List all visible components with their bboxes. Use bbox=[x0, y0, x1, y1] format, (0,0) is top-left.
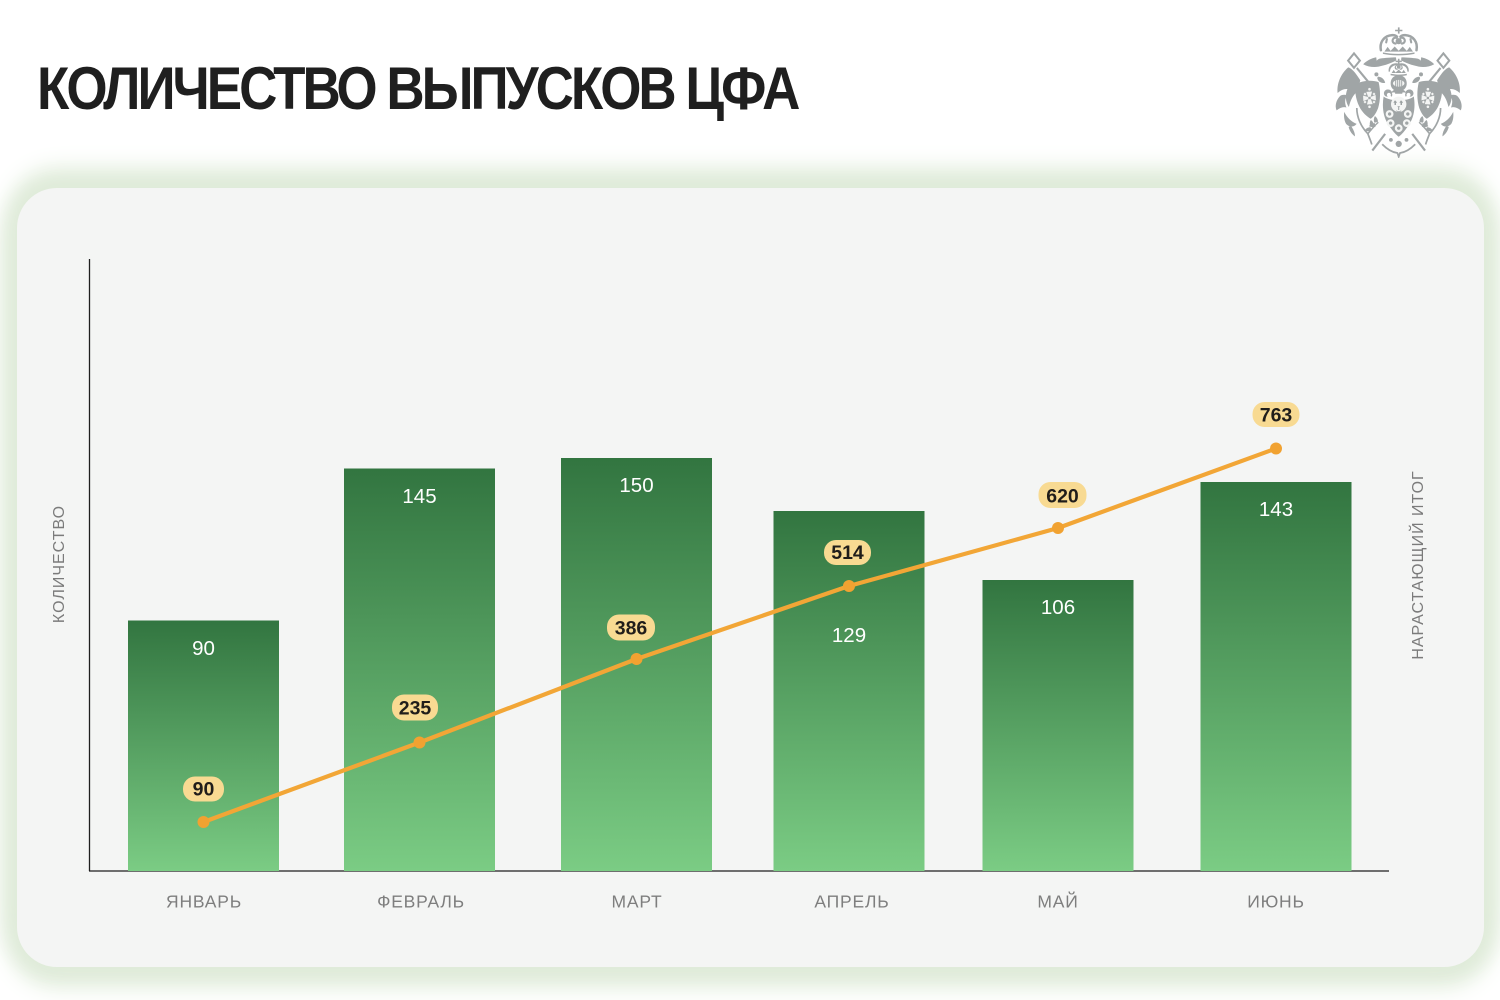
svg-text:106: 106 bbox=[1041, 596, 1075, 619]
svg-text:МАЙ: МАЙ bbox=[1037, 891, 1078, 912]
svg-text:КОЛИЧЕСТВО: КОЛИЧЕСТВО bbox=[51, 505, 68, 623]
svg-text:763: 763 bbox=[1260, 405, 1293, 427]
svg-text:90: 90 bbox=[192, 637, 215, 660]
svg-text:620: 620 bbox=[1046, 486, 1079, 508]
svg-text:129: 129 bbox=[832, 624, 866, 647]
svg-text:150: 150 bbox=[619, 474, 653, 497]
svg-text:ФЕВРАЛЬ: ФЕВРАЛЬ bbox=[377, 892, 465, 912]
svg-text:386: 386 bbox=[615, 618, 648, 640]
svg-text:514: 514 bbox=[831, 542, 864, 564]
svg-text:ЯНВАРЬ: ЯНВАРЬ bbox=[166, 892, 242, 912]
svg-text:235: 235 bbox=[399, 698, 432, 720]
svg-text:ИЮНЬ: ИЮНЬ bbox=[1247, 892, 1305, 912]
svg-text:МАРТ: МАРТ bbox=[611, 892, 662, 912]
svg-text:АПРЕЛЬ: АПРЕЛЬ bbox=[814, 892, 889, 912]
svg-text:143: 143 bbox=[1259, 498, 1293, 521]
svg-text:145: 145 bbox=[402, 485, 436, 508]
svg-text:90: 90 bbox=[193, 779, 215, 801]
svg-text:НАРАСТАЮЩИЙ ИТОГ: НАРАСТАЮЩИЙ ИТОГ bbox=[1408, 470, 1427, 659]
